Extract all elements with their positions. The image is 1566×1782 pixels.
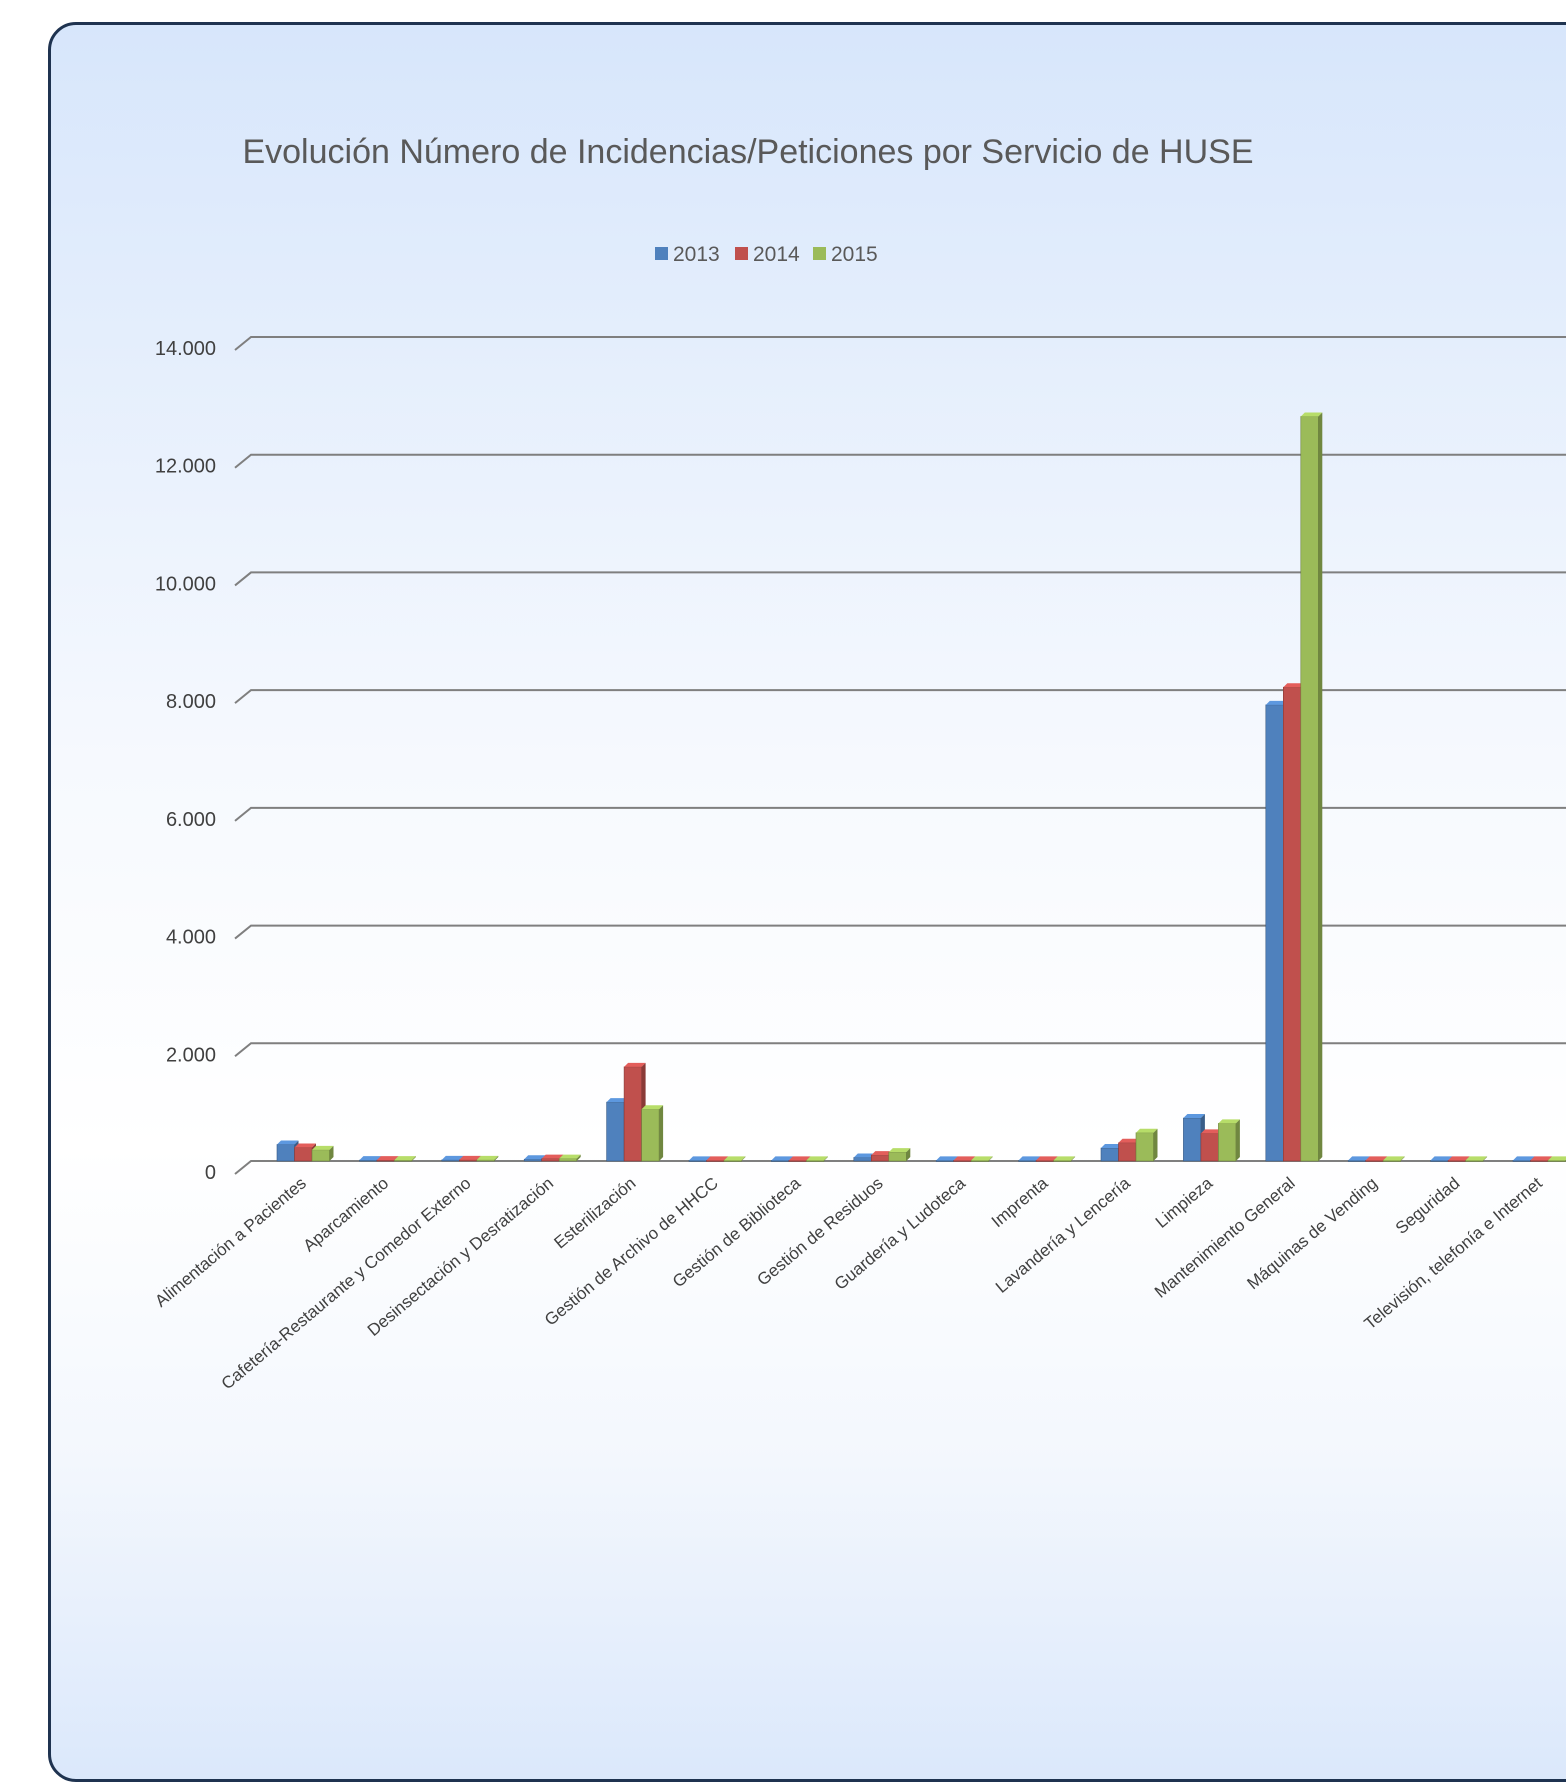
bar — [1301, 416, 1319, 1161]
bar — [377, 1160, 395, 1161]
gridlines — [235, 337, 1566, 1174]
bar — [1101, 1148, 1119, 1161]
x-tick-label: Seguridad — [1392, 1174, 1464, 1238]
gridline — [235, 1161, 1566, 1174]
bar-side — [1154, 1129, 1158, 1161]
y-tick-label: 8.000 — [166, 691, 216, 713]
bar — [295, 1147, 313, 1161]
y-axis-ticks: 0 2.000 4.000 6.000 8.000 10.000 12.000 14.000 — [155, 338, 216, 1184]
bar — [607, 1102, 625, 1161]
bar — [312, 1150, 330, 1161]
bar — [1054, 1160, 1072, 1161]
bar — [542, 1159, 560, 1161]
x-tick-label: Guardería y Ludoteca — [831, 1173, 970, 1294]
bar — [624, 1067, 642, 1161]
bar — [459, 1160, 477, 1161]
bar-side — [1318, 412, 1322, 1161]
bar — [559, 1159, 577, 1161]
legend-swatch — [813, 247, 826, 260]
bar — [277, 1145, 295, 1161]
bar — [1136, 1133, 1154, 1161]
gridline — [235, 808, 1566, 821]
bar — [477, 1160, 495, 1161]
bar — [1218, 1123, 1236, 1161]
x-tick-label: Alimentación a Pacientes — [151, 1174, 309, 1311]
bars — [277, 412, 1566, 1161]
bar — [854, 1157, 872, 1161]
bar — [707, 1160, 725, 1161]
bar-side — [659, 1105, 663, 1161]
gridline — [235, 455, 1566, 468]
bar — [936, 1160, 954, 1161]
y-tick-label: 0 — [205, 1162, 216, 1184]
bar — [889, 1152, 907, 1161]
y-tick-label: 4.000 — [166, 927, 216, 949]
x-axis-labels: Alimentación a PacientesAparcamientoCafe… — [151, 1173, 1546, 1393]
bar — [524, 1159, 542, 1161]
bar — [442, 1160, 460, 1161]
bar — [789, 1160, 807, 1161]
bar — [359, 1160, 377, 1161]
bar — [1019, 1160, 1037, 1161]
gridline — [235, 690, 1566, 703]
bar — [1201, 1133, 1219, 1161]
bar-side — [1236, 1119, 1240, 1161]
bar — [689, 1160, 707, 1161]
bar — [1466, 1160, 1484, 1161]
legend-swatch — [655, 247, 668, 260]
y-tick-label: 2.000 — [166, 1044, 216, 1066]
bar — [1448, 1160, 1466, 1161]
y-tick-label: 12.000 — [155, 456, 216, 478]
bar — [724, 1160, 742, 1161]
bar — [771, 1160, 789, 1161]
gridline — [235, 926, 1566, 939]
bar — [971, 1160, 989, 1161]
bar — [806, 1160, 824, 1161]
bar — [394, 1160, 412, 1161]
legend-swatch — [735, 247, 748, 260]
bar — [1119, 1143, 1137, 1161]
x-tick-label: Gestión de Archivo de HHCC — [541, 1174, 722, 1330]
legend-label: 2014 — [753, 243, 800, 266]
y-tick-label: 14.000 — [155, 338, 216, 360]
bar — [954, 1160, 972, 1161]
x-tick-label: Mantenimiento General — [1151, 1174, 1299, 1302]
bar — [1383, 1160, 1401, 1161]
y-tick-label: 6.000 — [166, 809, 216, 831]
chart-frame: Evolución Número de Incidencias/Peticion… — [48, 22, 1566, 1782]
gridline — [235, 337, 1566, 350]
bar — [1513, 1160, 1531, 1161]
x-tick-label: Lavandería y Lencería — [992, 1173, 1134, 1297]
x-tick-label: Imprenta — [988, 1173, 1052, 1231]
bar — [1266, 705, 1284, 1161]
chart-svg: Evolución Número de Incidencias/Peticion… — [51, 25, 1566, 1782]
bar — [871, 1155, 889, 1161]
x-tick-label: Televisión, telefonía e Internet — [1361, 1173, 1546, 1333]
bar — [1548, 1160, 1566, 1161]
legend-label: 2013 — [673, 243, 720, 266]
bar — [1531, 1160, 1549, 1161]
chart-legend: 2013 2014 2015 — [655, 243, 878, 266]
bar — [1183, 1118, 1201, 1161]
gridline — [235, 1043, 1566, 1056]
bar — [1036, 1160, 1054, 1161]
bar — [642, 1109, 660, 1161]
gridline — [235, 572, 1566, 585]
bar — [1283, 687, 1301, 1161]
bar — [1431, 1160, 1449, 1161]
bar — [1348, 1160, 1366, 1161]
x-tick-label: Esterilización — [550, 1174, 639, 1253]
y-tick-label: 10.000 — [155, 573, 216, 595]
legend-label: 2015 — [831, 243, 878, 266]
bar — [1366, 1160, 1384, 1161]
chart-title: Evolución Número de Incidencias/Peticion… — [242, 133, 1253, 171]
x-tick-label: Limpieza — [1152, 1173, 1217, 1232]
